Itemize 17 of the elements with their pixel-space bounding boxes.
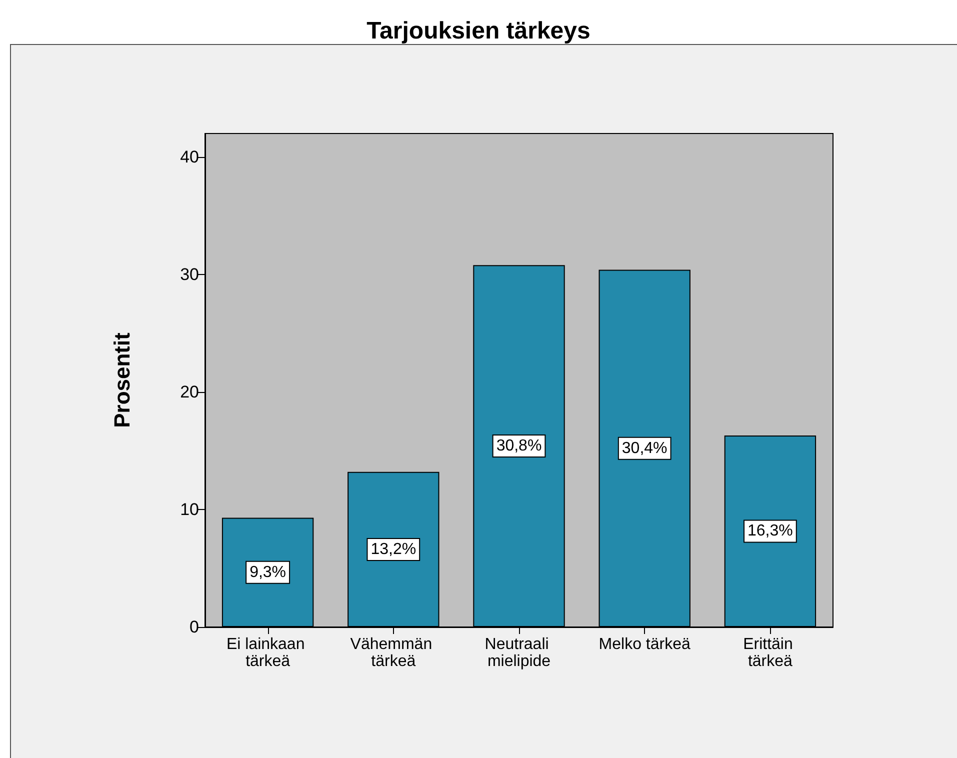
x-tick-label: Ei lainkaan tärkeä: [226, 636, 310, 670]
y-axis-title: Prosentit: [110, 332, 134, 428]
y-tick-label: 20: [180, 382, 199, 402]
data-label: 13,2%: [370, 540, 416, 558]
data-label: 9,3%: [250, 564, 286, 581]
data-label: 30,8%: [496, 438, 542, 455]
chart-title: Tarjouksien tärkeys: [366, 18, 590, 44]
y-tick-label: 10: [180, 500, 199, 519]
x-tick-label: Neutraali mielipide: [484, 636, 554, 670]
x-tick-label: Melko tärkeä: [598, 636, 690, 653]
data-label: 16,3%: [748, 522, 793, 540]
y-tick-label: 30: [180, 265, 199, 284]
y-tick-label: 40: [180, 148, 199, 166]
y-tick-label: 0: [190, 618, 199, 636]
data-label: 30,4%: [622, 440, 668, 457]
x-tick-label: Vähemmän tärkeä: [350, 636, 437, 670]
x-tick-label: Erittäin tärkeä: [743, 636, 798, 670]
